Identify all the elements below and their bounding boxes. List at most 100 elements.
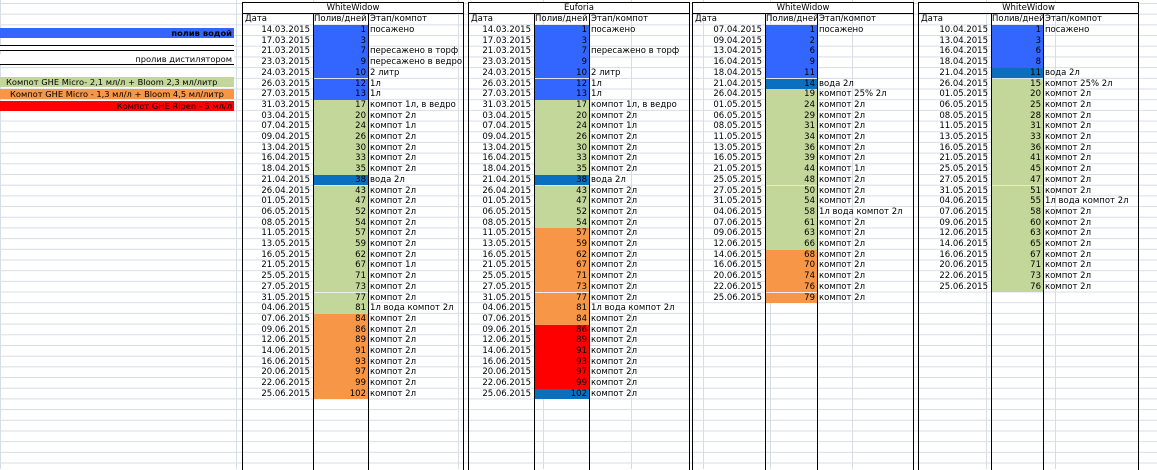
cell-date[interactable]: 16.06.2015 [713, 260, 762, 271]
cell-stage-note[interactable]: компот 2л [591, 324, 637, 335]
cell-date[interactable]: 01.05.2015 [713, 99, 762, 110]
cell-date[interactable]: 31.05.2015 [482, 292, 531, 303]
cell-stage-note[interactable]: компот 2л [591, 153, 637, 164]
cell-stage-note[interactable]: 1л вода компот 2л [591, 303, 675, 314]
cell-watering-day[interactable]: 71 [314, 271, 368, 282]
cell-watering-day[interactable]: 2 [766, 35, 817, 47]
cell-watering-day[interactable]: 33 [314, 153, 368, 165]
cell-stage-note[interactable]: компот 2л [819, 292, 865, 303]
cell-watering-day[interactable]: 24 [314, 121, 368, 132]
cell-date[interactable]: 25.05.2015 [482, 271, 531, 282]
cell-stage-note[interactable]: компот 2л [1045, 249, 1091, 260]
cell-stage-note[interactable]: компот 2л [370, 196, 416, 207]
cell-date[interactable]: 14.03.2015 [261, 25, 310, 35]
cell-watering-day[interactable]: 102 [314, 388, 368, 400]
cell-stage-note[interactable]: 1л [591, 89, 602, 100]
cell-watering-day[interactable]: 84 [314, 313, 368, 325]
cell-stage-note[interactable]: компот 2л [1045, 164, 1091, 175]
cell-stage-note[interactable]: компот 2л [591, 185, 637, 196]
cell-watering-day[interactable]: 19 [766, 89, 817, 100]
cell-stage-note[interactable]: компот 2л [370, 356, 416, 367]
cell-stage-note[interactable]: компот 2л [819, 132, 865, 142]
cell-date[interactable]: 18.04.2015 [713, 67, 762, 78]
cell-stage-note[interactable]: компот 2л [1045, 271, 1091, 282]
cell-watering-day[interactable]: 17 [314, 99, 368, 111]
cell-date[interactable]: 01.05.2015 [482, 196, 531, 207]
cell-watering-day[interactable]: 34 [766, 132, 817, 143]
cell-watering-day[interactable]: 99 [535, 378, 589, 389]
cell-date[interactable]: 11.05.2015 [482, 228, 531, 239]
cell-date[interactable]: 18.04.2015 [939, 57, 988, 68]
cell-date[interactable]: 17.03.2015 [261, 35, 310, 46]
cell-date[interactable]: 06.05.2015 [713, 110, 762, 121]
cell-stage-note[interactable]: вода 2л [370, 174, 405, 185]
cell-date[interactable]: 27.03.2015 [482, 89, 531, 100]
cell-stage-note[interactable]: компот 25% 2л [819, 89, 887, 100]
cell-watering-day[interactable]: 9 [535, 57, 589, 68]
cell-stage-note[interactable]: посажено [1045, 25, 1090, 35]
cell-stage-note[interactable]: компот 2л [370, 228, 416, 239]
cell-watering-day[interactable]: 54 [314, 217, 368, 229]
cell-watering-day[interactable]: 20 [314, 110, 368, 122]
cell-stage-note[interactable]: компот 2л [1045, 281, 1091, 292]
cell-date[interactable]: 07.06.2015 [261, 313, 310, 324]
cell-date[interactable]: 08.05.2015 [261, 217, 310, 228]
cell-stage-note[interactable]: компот 2л [1045, 89, 1091, 100]
cell-watering-day[interactable]: 38 [535, 174, 589, 186]
cell-date[interactable]: 09.04.2015 [713, 35, 762, 46]
cell-watering-day[interactable]: 3 [314, 35, 368, 47]
cell-watering-day[interactable]: 7 [535, 46, 589, 58]
cell-watering-day[interactable]: 68 [766, 249, 817, 261]
cell-watering-day[interactable]: 39 [766, 153, 817, 165]
cell-date[interactable]: 14.06.2015 [261, 346, 310, 356]
cell-date[interactable]: 07.04.2015 [261, 121, 310, 132]
cell-watering-day[interactable]: 97 [314, 367, 368, 379]
cell-stage-note[interactable]: компот 1л, в ведро [591, 99, 677, 110]
cell-date[interactable]: 18.04.2015 [261, 164, 310, 175]
cell-watering-day[interactable]: 71 [992, 260, 1043, 272]
cell-date[interactable]: 17.03.2015 [482, 35, 531, 46]
cell-date[interactable]: 26.03.2015 [261, 78, 310, 89]
cell-watering-day[interactable]: 1 [766, 25, 817, 36]
cell-watering-day[interactable]: 35 [535, 164, 589, 175]
cell-stage-note[interactable]: компот 2л [819, 142, 865, 153]
cell-stage-note[interactable]: компот 2л [1045, 228, 1091, 239]
cell-date[interactable]: 16.05.2015 [939, 142, 988, 153]
cell-stage-note[interactable]: компот 1л, в ведро [370, 99, 456, 110]
cell-stage-note[interactable]: компот 2л [591, 367, 637, 378]
cell-date[interactable]: 31.03.2015 [261, 99, 310, 110]
cell-stage-note[interactable]: компот 2л [370, 346, 416, 356]
cell-stage-note[interactable]: 1л [370, 89, 381, 100]
cell-watering-day[interactable]: 26 [314, 132, 368, 143]
cell-date[interactable]: 21.05.2015 [261, 260, 310, 271]
cell-watering-day[interactable]: 13 [535, 89, 589, 100]
cell-watering-day[interactable]: 26 [535, 132, 589, 143]
cell-stage-note[interactable]: компот 2л [370, 217, 416, 228]
cell-watering-day[interactable]: 102 [535, 388, 589, 400]
cell-stage-note[interactable]: компот 2л [819, 228, 865, 239]
cell-date[interactable]: 09.06.2015 [261, 324, 310, 335]
cell-stage-note[interactable]: компот 2л [1045, 260, 1091, 271]
cell-stage-note[interactable]: пересажено в торф [591, 46, 680, 57]
cell-date[interactable]: 20.06.2015 [713, 271, 762, 282]
cell-date[interactable]: 12.06.2015 [482, 335, 531, 346]
cell-date[interactable]: 13.04.2015 [939, 35, 988, 46]
cell-stage-note[interactable]: компот 2л [1045, 217, 1091, 228]
cell-watering-day[interactable]: 36 [992, 142, 1043, 154]
cell-stage-note[interactable]: компот 2л [370, 249, 416, 260]
cell-watering-day[interactable]: 47 [314, 196, 368, 207]
cell-watering-day[interactable]: 93 [535, 356, 589, 368]
cell-date[interactable]: 25.06.2015 [939, 281, 988, 292]
cell-stage-note[interactable]: компот 2л [591, 196, 637, 207]
cell-date[interactable]: 11.05.2015 [261, 228, 310, 239]
cell-watering-day[interactable]: 43 [535, 185, 589, 197]
cell-date[interactable]: 12.06.2015 [713, 239, 762, 249]
cell-date[interactable]: 21.03.2015 [261, 46, 310, 57]
cell-date[interactable]: 16.05.2015 [713, 153, 762, 164]
cell-stage-note[interactable]: компот 2л [370, 378, 416, 389]
cell-watering-day[interactable]: 3 [535, 35, 589, 47]
cell-watering-day[interactable]: 86 [314, 324, 368, 336]
cell-watering-day[interactable]: 24 [535, 121, 589, 132]
cell-stage-note[interactable]: компот 2л [591, 164, 637, 175]
cell-date[interactable]: 09.06.2015 [939, 217, 988, 228]
